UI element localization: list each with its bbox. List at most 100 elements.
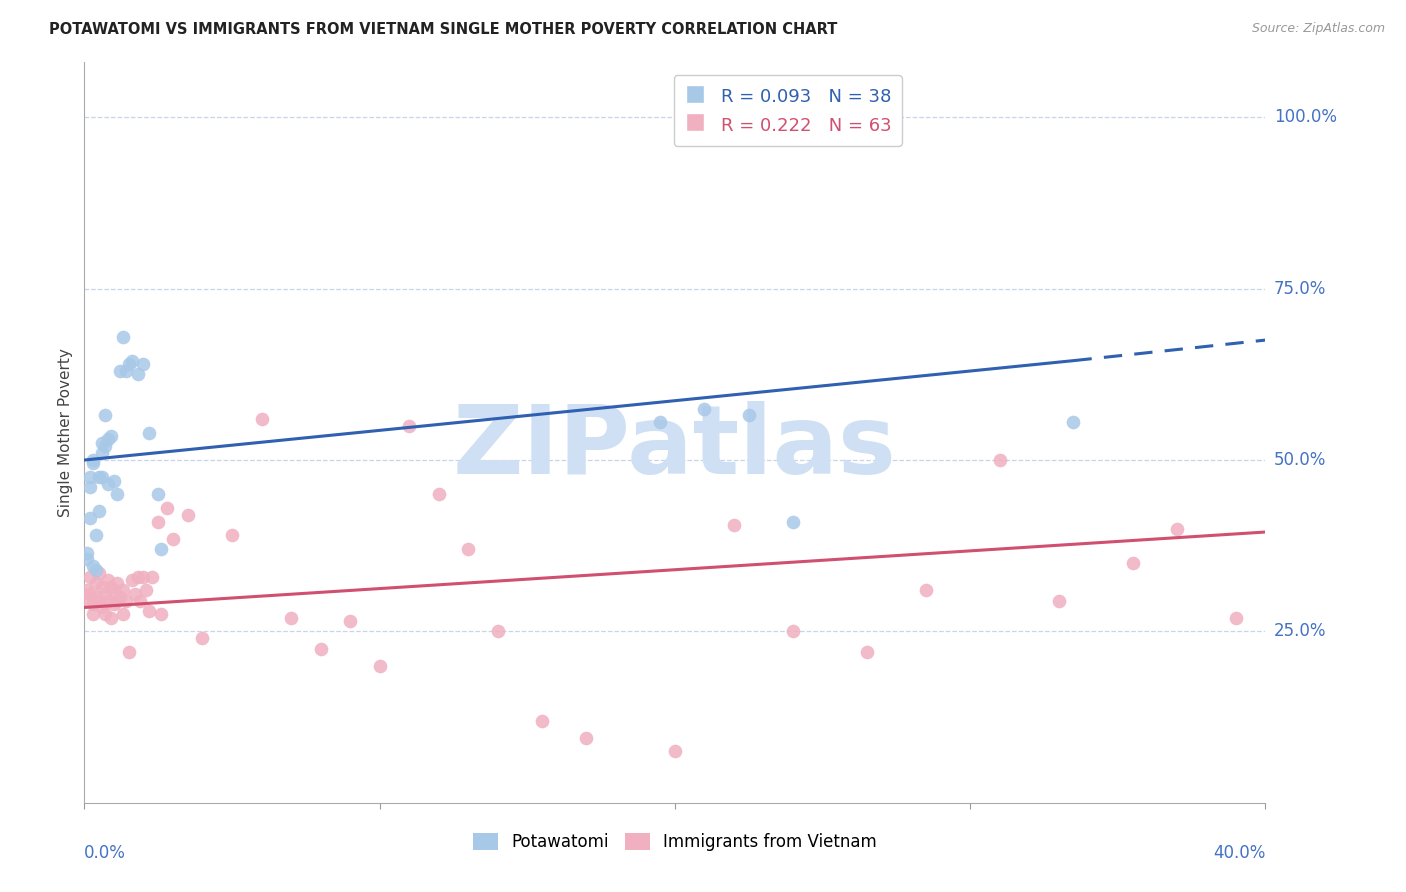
Point (76, 545, 98, 559)
Point (368, 658, 391, 673)
Point (1047, 593, 1070, 607)
Point (94, 587, 117, 601)
Point (1166, 522, 1188, 536)
Point (148, 487, 170, 501)
Point (150, 607, 173, 622)
Point (124, 587, 146, 601)
Point (79, 470, 101, 484)
Point (162, 532, 184, 546)
Point (664, 744, 686, 758)
Point (105, 576, 128, 591)
Point (111, 607, 134, 622)
Point (111, 583, 134, 598)
Point (486, 624, 509, 639)
Point (782, 515, 804, 529)
Point (87, 593, 111, 607)
Legend: Potawatomi, Immigrants from Vietnam: Potawatomi, Immigrants from Vietnam (465, 826, 884, 857)
Point (79, 511, 101, 525)
Point (97, 433, 120, 447)
Point (79, 587, 101, 601)
Point (76, 593, 98, 607)
Text: 100.0%: 100.0% (1274, 108, 1337, 127)
Point (1122, 556, 1144, 570)
Point (575, 731, 598, 745)
Point (82, 597, 104, 611)
Point (82, 607, 104, 622)
Point (129, 593, 152, 607)
Point (82, 559, 104, 574)
Point (177, 508, 200, 522)
Text: 75.0%: 75.0% (1274, 280, 1326, 298)
Point (114, 364, 136, 378)
Point (91, 436, 114, 450)
Point (100, 610, 122, 624)
Point (138, 604, 160, 618)
Point (82, 453, 104, 467)
Point (108, 364, 131, 378)
Point (84, 528, 107, 542)
Point (1225, 610, 1247, 624)
Point (100, 429, 122, 443)
Point (127, 569, 149, 583)
Point (76, 583, 98, 598)
Point (221, 528, 243, 542)
Point (693, 401, 716, 416)
Point (457, 542, 479, 557)
Point (856, 645, 879, 659)
Point (118, 357, 141, 371)
Point (132, 569, 155, 583)
Point (94, 607, 117, 622)
Point (84, 576, 107, 591)
Point (650, 415, 672, 429)
Point (121, 573, 143, 587)
Text: POTAWATOMI VS IMMIGRANTS FROM VIETNAM SINGLE MOTHER POVERTY CORRELATION CHART: POTAWATOMI VS IMMIGRANTS FROM VIETNAM SI… (49, 22, 838, 37)
Point (191, 632, 214, 646)
Point (87, 504, 111, 518)
Point (738, 409, 761, 423)
Point (108, 590, 131, 604)
Point (988, 453, 1011, 467)
Point (94, 439, 117, 453)
Point (97, 573, 120, 587)
Point (121, 353, 143, 368)
Point (135, 583, 157, 598)
Y-axis label: Single Mother Poverty: Single Mother Poverty (58, 348, 73, 517)
Text: Source: ZipAtlas.com: Source: ZipAtlas.com (1251, 22, 1385, 36)
Text: 25.0%: 25.0% (1274, 623, 1326, 640)
Point (1063, 415, 1085, 429)
Point (76, 552, 98, 566)
Point (79, 480, 101, 494)
Point (114, 593, 136, 607)
Text: ZIPatlas: ZIPatlas (453, 401, 897, 494)
Point (127, 368, 149, 382)
Point (150, 542, 173, 557)
Point (915, 583, 938, 598)
Point (309, 641, 332, 656)
Point (141, 569, 163, 583)
Text: 50.0%: 50.0% (1274, 451, 1326, 469)
Point (82, 457, 104, 471)
Point (148, 515, 170, 529)
Point (100, 580, 122, 594)
Point (87, 566, 111, 581)
Point (103, 597, 125, 611)
Point (103, 474, 125, 488)
Point (156, 501, 179, 516)
Point (84, 563, 107, 577)
Point (398, 418, 420, 433)
Point (79, 569, 101, 583)
Point (91, 600, 114, 615)
Point (132, 357, 155, 371)
Point (91, 470, 114, 484)
Point (84, 590, 107, 604)
Point (811, 110, 834, 124)
Point (91, 580, 114, 594)
Point (723, 518, 745, 533)
Text: 40.0%: 40.0% (1213, 844, 1265, 862)
Point (97, 593, 120, 607)
Point (87, 470, 111, 484)
Point (782, 624, 804, 639)
Point (427, 487, 450, 501)
Point (97, 477, 120, 491)
Point (138, 425, 160, 440)
